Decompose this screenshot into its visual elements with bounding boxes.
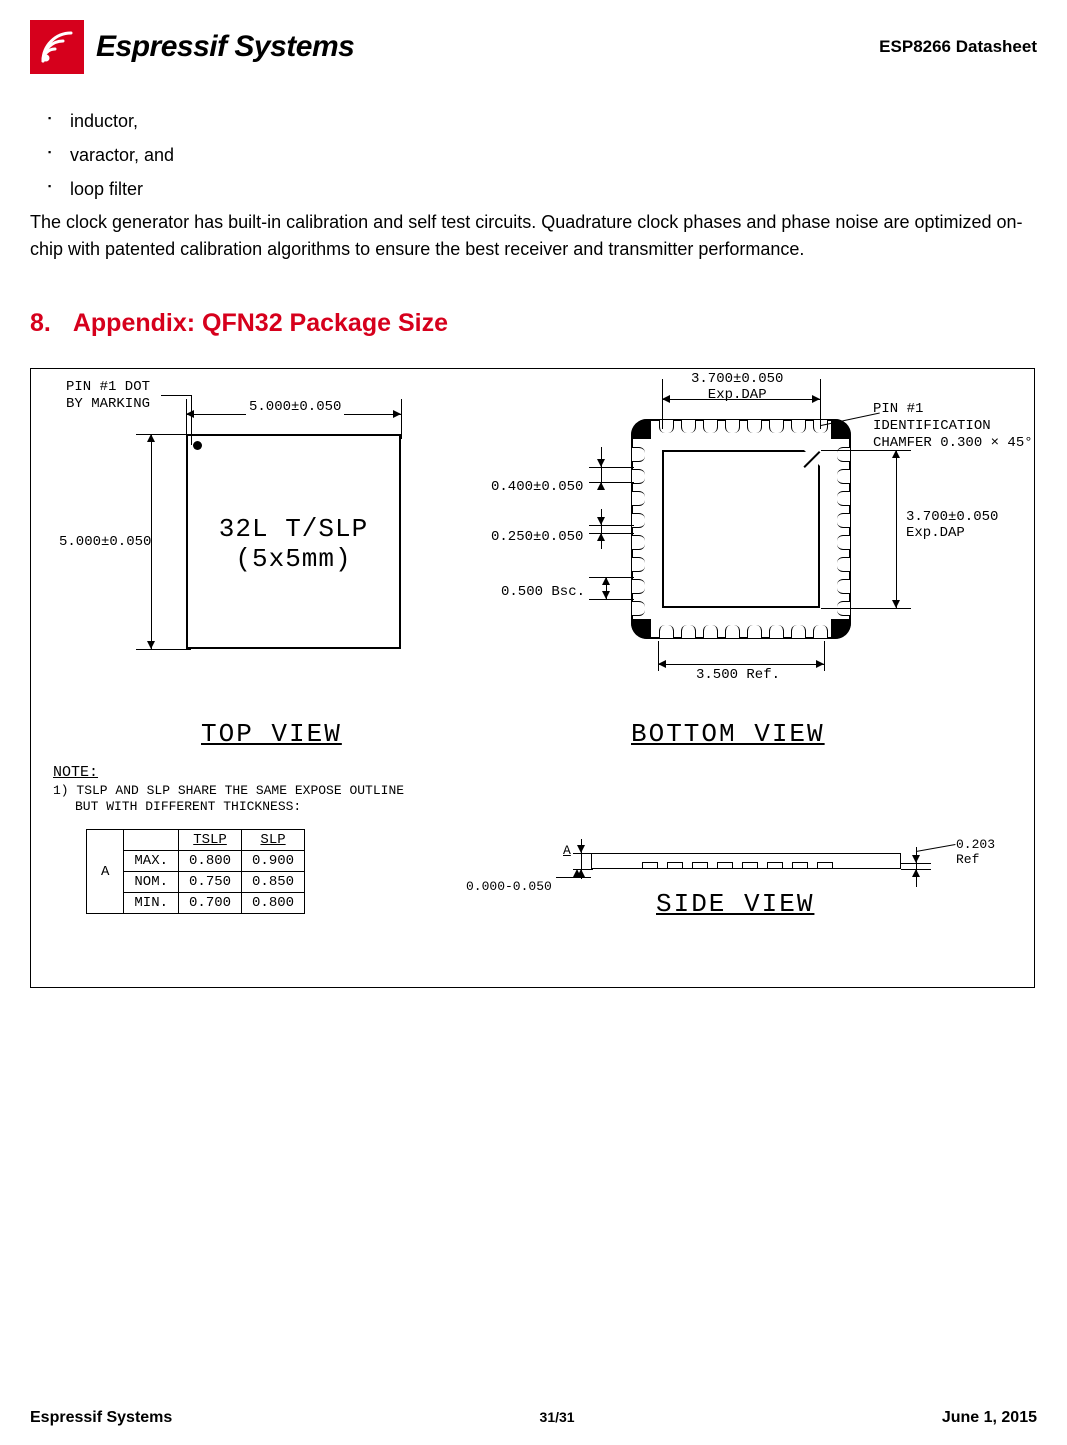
section-number: 8. xyxy=(30,309,51,337)
footer-left: Espressif Systems xyxy=(30,1409,172,1427)
bsc-label: 0.500 Bsc. xyxy=(501,584,585,600)
height-dim: 5.000±0.050 xyxy=(59,534,151,550)
list-item: loop filter xyxy=(70,172,1037,206)
company-name: Espressif Systems xyxy=(96,30,354,64)
note-line-1: 1) TSLP AND SLP SHARE THE SAME EXPOSE OU… xyxy=(53,783,404,798)
paragraph: The clock generator has built-in calibra… xyxy=(30,209,1037,265)
bottom-ref-label: 3.500 Ref. xyxy=(696,667,780,683)
side-view-body xyxy=(591,853,901,869)
header-left: Espressif Systems xyxy=(30,20,354,74)
top-view-label: TOP VIEW xyxy=(201,719,342,749)
pin1-marking-label: PIN #1 DOT BY MARKING xyxy=(66,379,150,413)
espressif-logo-icon xyxy=(30,20,84,74)
dap-height-label: 3.700±0.050 Exp.DAP xyxy=(906,509,998,541)
lead-width-label: 0.400±0.050 xyxy=(491,479,583,495)
side-a-label: A xyxy=(563,843,571,858)
width-dim: 5.000±0.050 xyxy=(246,399,344,415)
thickness-symbol: A xyxy=(87,830,124,914)
footer-date: June 1, 2015 xyxy=(942,1409,1037,1427)
bottom-view-label: BOTTOM VIEW xyxy=(631,719,825,749)
page-header: Espressif Systems ESP8266 Datasheet xyxy=(30,20,1037,84)
thickness-table: A TSLP SLP MAX.0.8000.900 NOM.0.7500.850… xyxy=(86,829,305,914)
side-view-label: SIDE VIEW xyxy=(656,889,814,919)
exposed-pad xyxy=(662,450,820,608)
document-title: ESP8266 Datasheet xyxy=(879,37,1037,57)
pin1-id-label: PIN #1 IDENTIFICATION CHAMFER 0.300 × 45… xyxy=(873,401,1034,451)
list-item: inductor, xyxy=(70,104,1037,138)
side-base-label: 0.000-0.050 xyxy=(466,879,552,894)
list-item: varactor, and xyxy=(70,138,1037,172)
footer-page-number: 31/31 xyxy=(540,1409,575,1427)
section-title: Appendix: QFN32 Package Size xyxy=(73,309,448,337)
side-ref-label: 0.203 Ref xyxy=(956,837,995,867)
top-view-chip: 32L T/SLP (5x5mm) xyxy=(186,434,401,649)
chip-label-sub: (5x5mm) xyxy=(188,544,399,574)
lead-pitch-label: 0.250±0.050 xyxy=(491,529,583,545)
page-footer: Espressif Systems 31/31 June 1, 2015 xyxy=(30,1409,1037,1427)
section-heading: 8. Appendix: QFN32 Package Size xyxy=(30,309,1037,338)
package-figure: PIN #1 DOT BY MARKING 5.000±0.050 5.000±… xyxy=(30,368,1035,988)
dap-width-label: 3.700±0.050 Exp.DAP xyxy=(691,371,783,403)
note-title: NOTE: xyxy=(53,764,98,781)
note-line-2: BUT WITH DIFFERENT THICKNESS: xyxy=(75,799,301,814)
table-row: A TSLP SLP xyxy=(87,830,305,851)
bottom-view-chip xyxy=(631,419,851,639)
bullet-list: inductor, varactor, and loop filter xyxy=(30,104,1037,207)
page-content: inductor, varactor, and loop filter The … xyxy=(30,84,1037,1008)
chip-label-main: 32L T/SLP xyxy=(188,514,399,544)
